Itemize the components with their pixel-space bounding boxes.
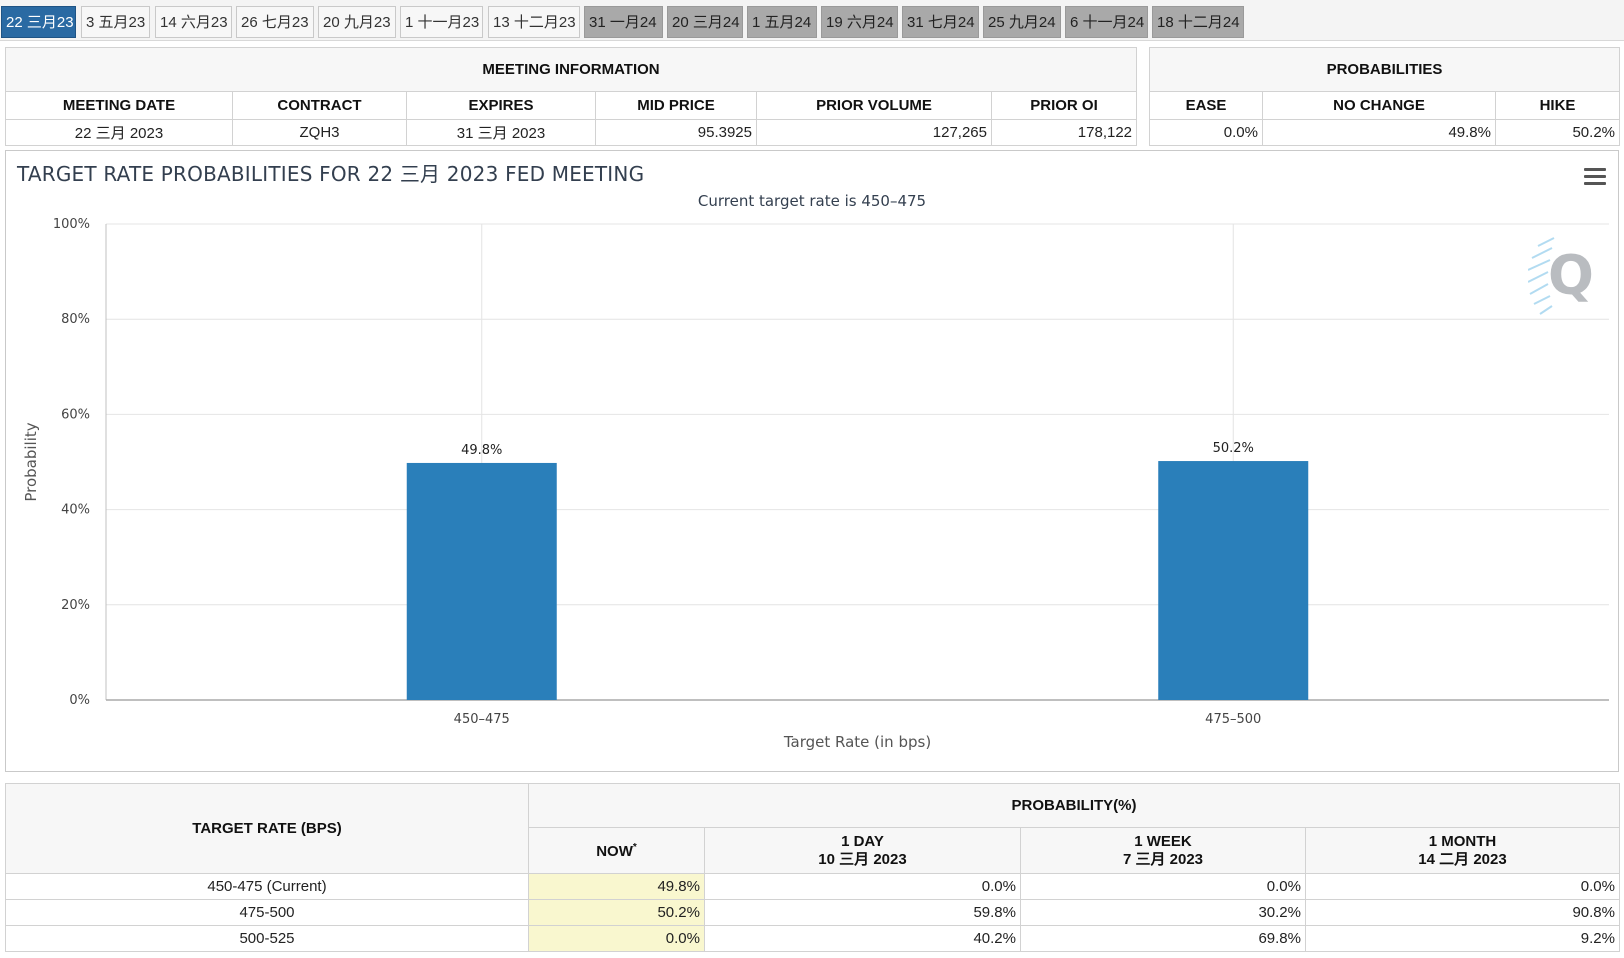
hike-value: 50.2%	[1494, 119, 1621, 146]
now-cell: 50.2%	[528, 899, 705, 926]
mid-price-value: 95.3925	[595, 119, 757, 146]
probabilities-table: PROBABILITIES EASE NO CHANGE HIKE 0.0% 4…	[1148, 47, 1621, 146]
no-change-value: 49.8%	[1262, 119, 1496, 146]
y-tick-label: 40%	[61, 503, 90, 518]
now-cell: 0.0%	[528, 925, 705, 952]
rate-cell: 500-525	[5, 925, 529, 952]
now-footnote-mark: *	[632, 841, 637, 853]
one-month-cell: 0.0%	[1305, 873, 1620, 900]
one-day-header: 1 DAY 10 三月 2023	[704, 827, 1021, 874]
svg-text:Q: Q	[1548, 244, 1594, 307]
x-axis-title: Target Rate (in bps)	[783, 733, 931, 751]
meeting-info-table: MEETING INFORMATION MEETING DATE CONTRAC…	[4, 47, 1138, 146]
y-tick-label: 80%	[61, 312, 90, 327]
tab-19-jun-24[interactable]: 19 六月24	[821, 6, 898, 38]
probabilities-title: PROBABILITIES	[1148, 47, 1621, 92]
prior-volume-value: 127,265	[756, 119, 992, 146]
x-tick-label: 475–500	[1205, 712, 1261, 727]
one-month-label: 1 MONTH	[1428, 832, 1497, 850]
meeting-date-tabs: 22 三月23 3 五月23 14 六月23 26 七月23 20 九月23 1…	[0, 0, 1624, 41]
target-rate-header: TARGET RATE (BPS)	[5, 783, 529, 874]
tab-14-jun-23[interactable]: 14 六月23	[155, 6, 232, 38]
probability-header: PROBABILITY(%)	[528, 783, 1620, 828]
one-week-label: 1 WEEK	[1134, 832, 1192, 850]
one-week-cell: 30.2%	[1020, 899, 1306, 926]
one-month-cell: 90.8%	[1305, 899, 1620, 926]
y-tick-label: 60%	[61, 407, 90, 422]
y-tick-label: 0%	[69, 693, 90, 708]
expires-header: EXPIRES	[406, 91, 596, 120]
tab-25-sep-24[interactable]: 25 九月24	[983, 6, 1061, 38]
bar-475–500	[1158, 461, 1309, 700]
quikstrike-logo: Q	[1528, 237, 1594, 315]
rate-cell: 475-500	[5, 899, 529, 926]
ease-header: EASE	[1149, 91, 1263, 120]
y-tick-label: 20%	[61, 598, 90, 613]
meeting-date-value: 22 三月 2023	[5, 119, 233, 146]
chart-subtitle: Current target rate is 450–475	[697, 192, 927, 210]
table-row: 475-500 50.2% 59.8% 30.2% 90.8%	[5, 899, 1620, 926]
expires-value: 31 三月 2023	[406, 119, 596, 146]
tab-6-nov-24[interactable]: 6 十一月24	[1065, 6, 1148, 38]
tab-31-jul-24[interactable]: 31 七月24	[902, 6, 979, 38]
prior-oi-value: 178,122	[990, 119, 1138, 146]
tab-26-jul-23[interactable]: 26 七月23	[236, 6, 314, 38]
now-header: NOW*	[528, 827, 705, 874]
hike-header: HIKE	[1494, 91, 1621, 120]
tab-3-may-23[interactable]: 3 五月23	[81, 6, 150, 38]
tab-22-mar-23[interactable]: 22 三月23	[1, 6, 76, 38]
now-cell: 49.8%	[528, 873, 705, 900]
tab-20-mar-24[interactable]: 20 三月24	[667, 6, 743, 38]
probability-history-table: TARGET RATE (BPS) PROBABILITY(%) NOW* 1 …	[5, 783, 1620, 952]
mid-price-header: MID PRICE	[595, 91, 757, 120]
bar-450–475	[406, 462, 557, 700]
chart-panel	[5, 150, 1619, 772]
y-axis-title: Probability	[22, 422, 40, 501]
chart-title: TARGET RATE PROBABILITIES FOR 22 三月 2023…	[17, 162, 645, 186]
table-row: 500-525 0.0% 40.2% 69.8% 9.2%	[5, 925, 1620, 952]
meeting-info-title: MEETING INFORMATION	[4, 47, 1138, 92]
tab-1-nov-23[interactable]: 1 十一月23	[400, 6, 483, 38]
one-day-date: 10 三月 2023	[818, 850, 907, 868]
one-month-date: 14 二月 2023	[1418, 850, 1507, 868]
data-label: 49.8%	[461, 443, 502, 458]
tab-13-dec-23[interactable]: 13 十二月23	[488, 6, 580, 38]
prior-volume-header: PRIOR VOLUME	[756, 91, 992, 120]
tab-31-jan-24[interactable]: 31 一月24	[584, 6, 663, 38]
one-week-header: 1 WEEK 7 三月 2023	[1020, 827, 1306, 874]
table-row: 450-475 (Current) 49.8% 0.0% 0.0% 0.0%	[5, 873, 1620, 900]
ease-value: 0.0%	[1149, 119, 1263, 146]
one-week-date: 7 三月 2023	[1122, 850, 1204, 868]
prior-oi-header: PRIOR OI	[990, 91, 1138, 120]
rate-cell: 450-475 (Current)	[5, 873, 529, 900]
no-change-header: NO CHANGE	[1262, 91, 1496, 120]
chart-menu-icon[interactable]	[1584, 168, 1606, 186]
one-day-label: 1 DAY	[841, 832, 884, 850]
contract-value: ZQH3	[232, 119, 407, 146]
one-week-cell: 69.8%	[1020, 925, 1306, 952]
tab-1-may-24[interactable]: 1 五月24	[747, 6, 817, 38]
one-month-cell: 9.2%	[1305, 925, 1620, 952]
tab-20-sep-23[interactable]: 20 九月23	[318, 6, 396, 38]
one-week-cell: 0.0%	[1020, 873, 1306, 900]
meeting-date-header: MEETING DATE	[5, 91, 233, 120]
one-day-cell: 0.0%	[704, 873, 1021, 900]
tab-18-dec-24[interactable]: 18 十二月24	[1152, 6, 1244, 38]
y-tick-label: 100%	[53, 217, 90, 232]
one-day-cell: 40.2%	[704, 925, 1021, 952]
data-label: 50.2%	[1213, 441, 1254, 456]
x-tick-label: 450–475	[454, 712, 510, 727]
contract-header: CONTRACT	[232, 91, 407, 120]
now-label: NOW	[596, 842, 633, 860]
one-day-cell: 59.8%	[704, 899, 1021, 926]
probability-bar-chart: 0% 20% 40% 60% 80% 100% 49.8% 450–475 50.2% 475–5…	[22, 217, 1609, 751]
one-month-header: 1 MONTH 14 二月 2023	[1305, 827, 1620, 874]
